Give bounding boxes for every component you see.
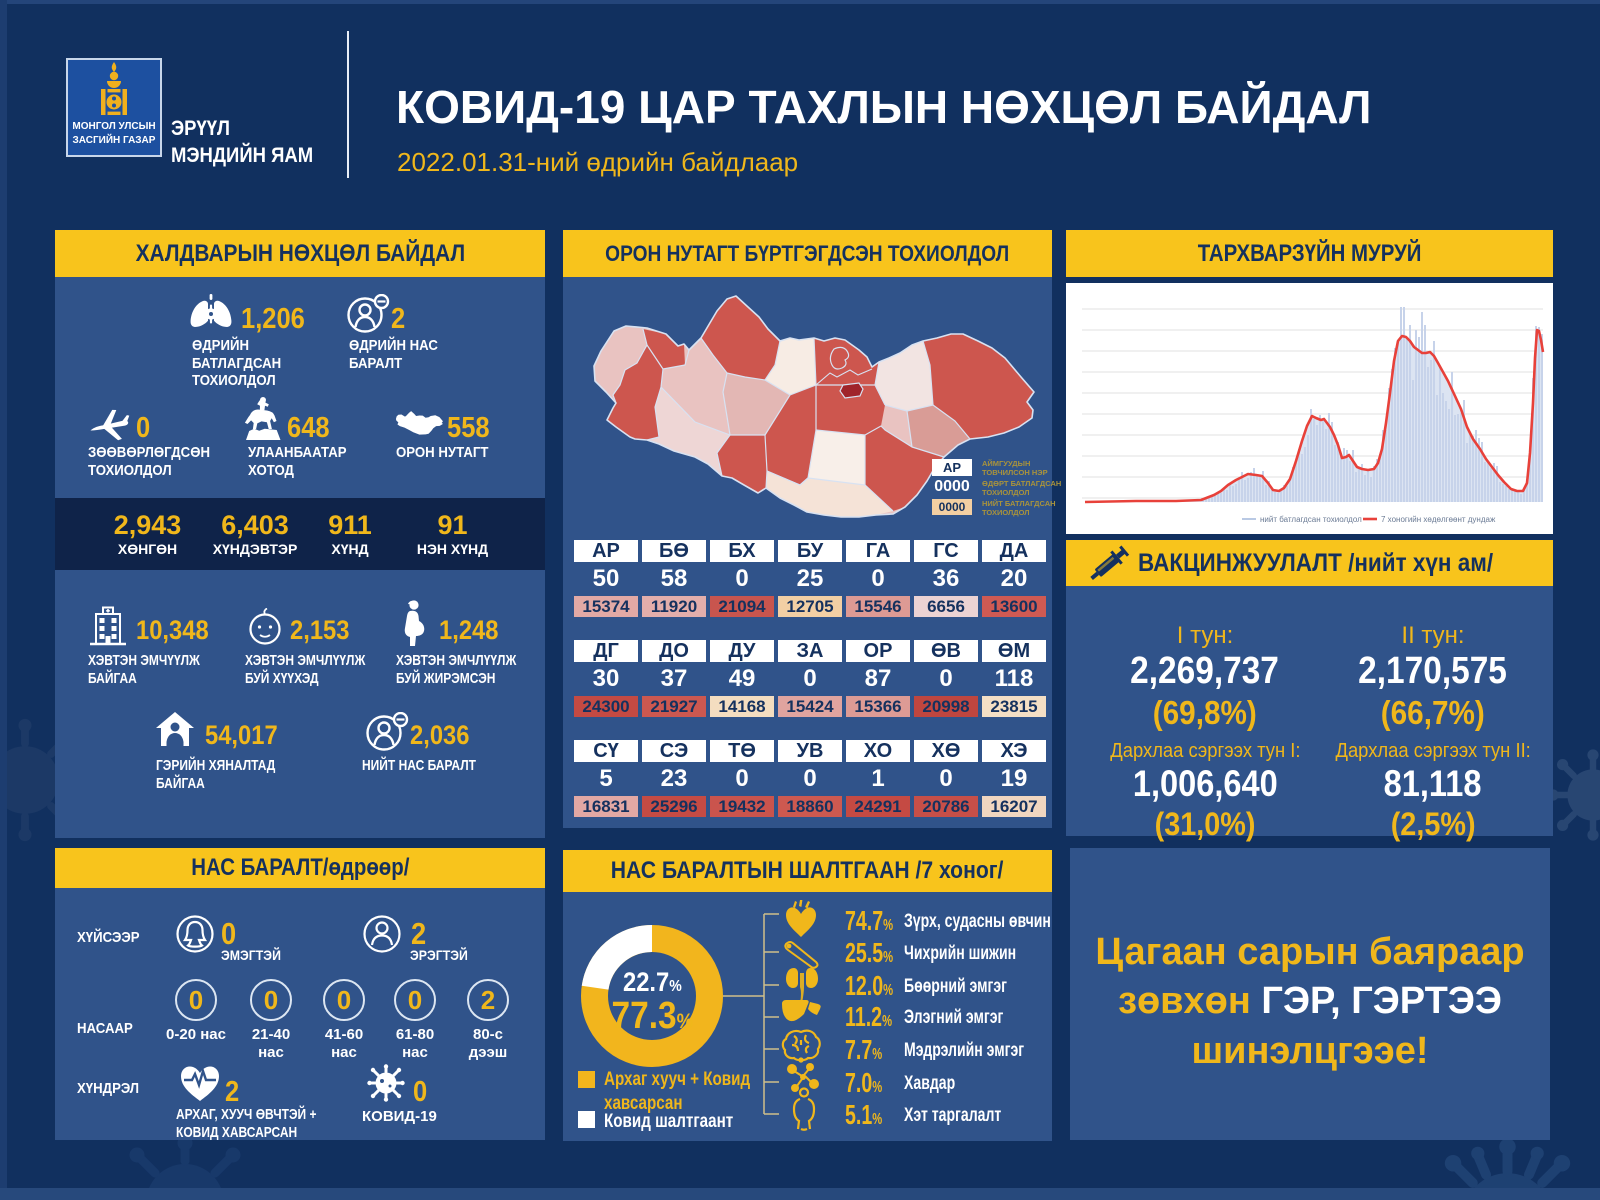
- svg-text:7 хоногийн хөдөлгөөнт дундаж: 7 хоногийн хөдөлгөөнт дундаж: [1381, 515, 1496, 524]
- svg-text:нийт батлагдсан тохиолдол: нийт батлагдсан тохиолдол: [1260, 515, 1362, 524]
